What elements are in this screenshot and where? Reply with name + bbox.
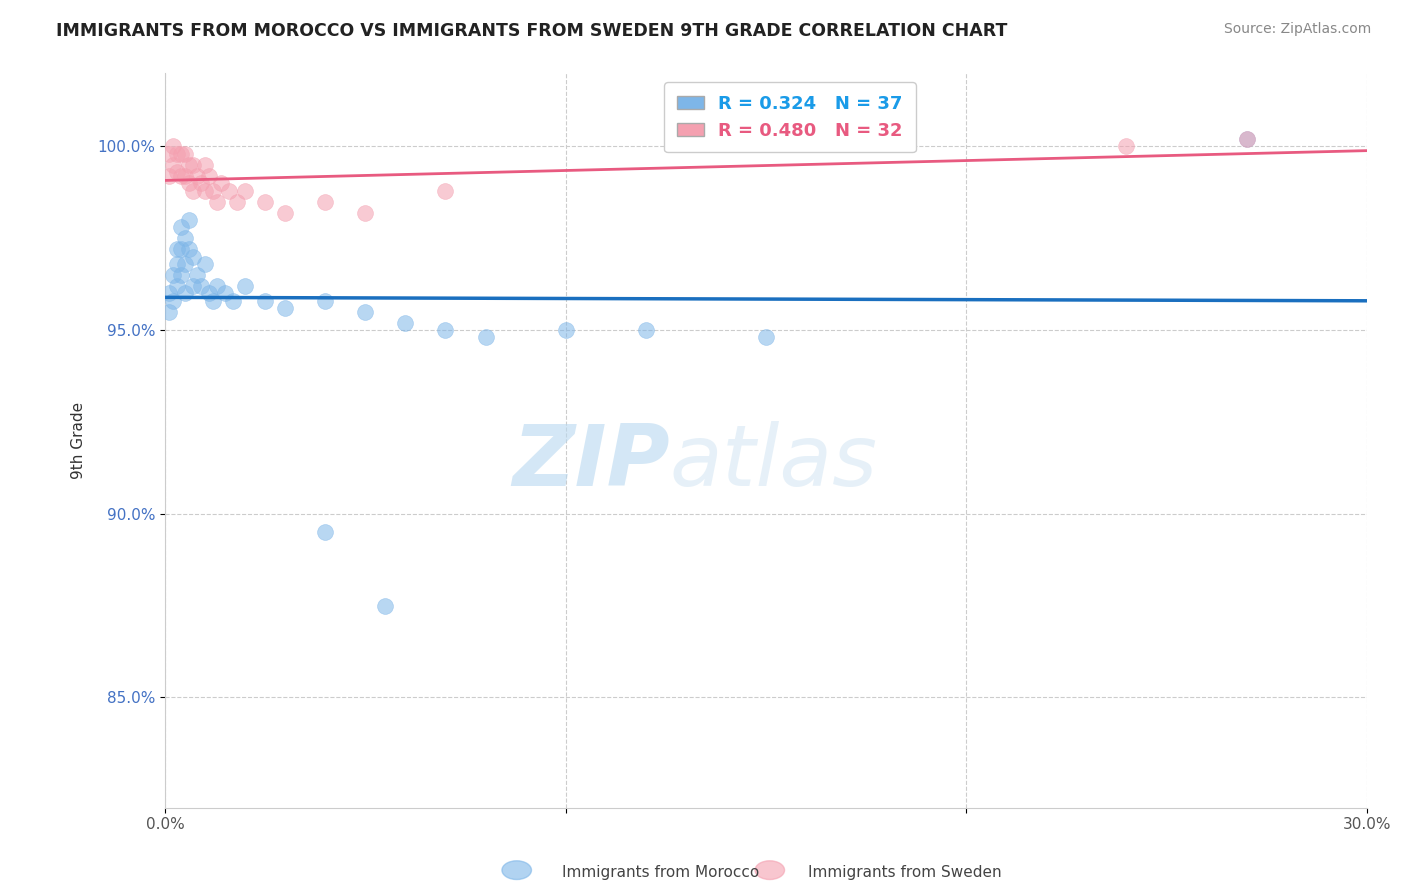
Point [474, 330, 496, 344]
Point [202, 184, 225, 198]
Text: Source: ZipAtlas.com: Source: ZipAtlas.com [1223, 22, 1371, 37]
Point [1115, 139, 1137, 153]
Point [162, 268, 184, 282]
Point [354, 205, 377, 219]
Point [162, 139, 184, 153]
Point [177, 242, 200, 256]
Point [254, 293, 277, 308]
Point [174, 257, 197, 271]
Point [174, 286, 197, 301]
Point [194, 158, 217, 172]
Point [177, 176, 200, 190]
Point [434, 184, 457, 198]
Point [222, 293, 245, 308]
Point [202, 293, 225, 308]
Point [209, 176, 232, 190]
Point [233, 184, 256, 198]
Circle shape [755, 861, 785, 880]
Point [162, 158, 184, 172]
Point [554, 323, 576, 337]
Point [226, 194, 249, 209]
Point [755, 330, 778, 344]
Point [190, 279, 212, 293]
Point [186, 268, 208, 282]
Point [170, 169, 193, 183]
Text: Immigrants from Sweden: Immigrants from Sweden [808, 865, 1002, 880]
Point [181, 158, 204, 172]
Point [434, 323, 457, 337]
Point [166, 242, 188, 256]
Text: Immigrants from Morocco: Immigrants from Morocco [562, 865, 759, 880]
Text: atlas: atlas [669, 421, 877, 504]
Point [170, 220, 193, 235]
Point [174, 169, 197, 183]
Point [394, 316, 416, 330]
Point [214, 286, 236, 301]
Point [314, 293, 336, 308]
Point [374, 599, 396, 613]
Text: IMMIGRANTS FROM MOROCCO VS IMMIGRANTS FROM SWEDEN 9TH GRADE CORRELATION CHART: IMMIGRANTS FROM MOROCCO VS IMMIGRANTS FR… [56, 22, 1008, 40]
Point [254, 194, 277, 209]
Point [170, 242, 193, 256]
Point [166, 165, 188, 179]
Point [174, 231, 197, 245]
Legend: R = 0.324   N = 37, R = 0.480   N = 32: R = 0.324 N = 37, R = 0.480 N = 32 [664, 82, 915, 153]
Circle shape [502, 861, 531, 880]
Point [274, 301, 297, 315]
Point [177, 158, 200, 172]
Point [177, 213, 200, 227]
Point [190, 176, 212, 190]
Point [198, 286, 221, 301]
Point [1236, 132, 1258, 146]
Point [354, 305, 377, 319]
Point [166, 146, 188, 161]
Point [166, 279, 188, 293]
Point [166, 257, 188, 271]
Point [157, 305, 180, 319]
Point [186, 169, 208, 183]
Point [157, 169, 180, 183]
Text: ZIP: ZIP [512, 421, 669, 504]
Point [233, 279, 256, 293]
Point [1236, 132, 1258, 146]
Point [218, 184, 240, 198]
Point [174, 146, 197, 161]
Point [205, 279, 228, 293]
Point [157, 286, 180, 301]
Point [274, 205, 297, 219]
Point [194, 184, 217, 198]
Point [157, 146, 180, 161]
Point [181, 250, 204, 264]
Point [181, 184, 204, 198]
Point [314, 194, 336, 209]
Point [314, 525, 336, 540]
Point [634, 323, 657, 337]
Point [198, 169, 221, 183]
Point [205, 194, 228, 209]
Point [170, 268, 193, 282]
Point [162, 293, 184, 308]
Y-axis label: 9th Grade: 9th Grade [72, 401, 86, 479]
Point [170, 146, 193, 161]
Point [194, 257, 217, 271]
Point [181, 279, 204, 293]
